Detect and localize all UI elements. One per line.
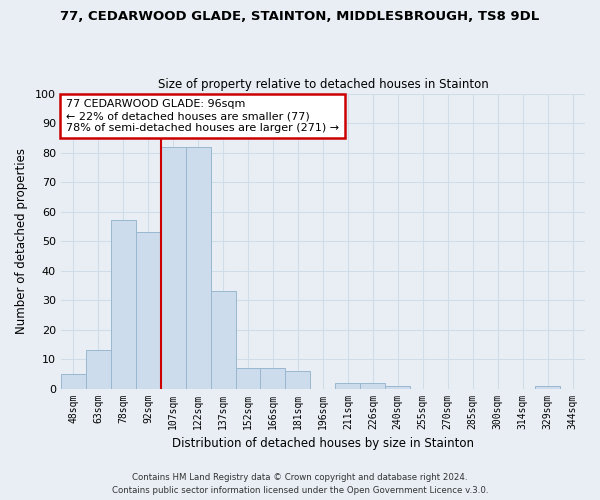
Bar [260,368,286,388]
Bar [185,146,211,388]
Bar [385,386,410,388]
Bar [136,232,161,388]
Text: 77 CEDARWOOD GLADE: 96sqm
← 22% of detached houses are smaller (77)
78% of semi-: 77 CEDARWOOD GLADE: 96sqm ← 22% of detac… [66,100,339,132]
Bar [236,368,260,388]
Text: Contains HM Land Registry data © Crown copyright and database right 2024.
Contai: Contains HM Land Registry data © Crown c… [112,474,488,495]
Bar [61,374,86,388]
Y-axis label: Number of detached properties: Number of detached properties [15,148,28,334]
Text: 77, CEDARWOOD GLADE, STAINTON, MIDDLESBROUGH, TS8 9DL: 77, CEDARWOOD GLADE, STAINTON, MIDDLESBR… [61,10,539,23]
Bar [286,371,310,388]
Title: Size of property relative to detached houses in Stainton: Size of property relative to detached ho… [158,78,488,91]
Bar [361,382,385,388]
Bar [161,146,185,388]
Bar [86,350,111,389]
Bar [335,382,361,388]
Bar [211,291,236,388]
Bar [535,386,560,388]
Bar [111,220,136,388]
X-axis label: Distribution of detached houses by size in Stainton: Distribution of detached houses by size … [172,437,474,450]
